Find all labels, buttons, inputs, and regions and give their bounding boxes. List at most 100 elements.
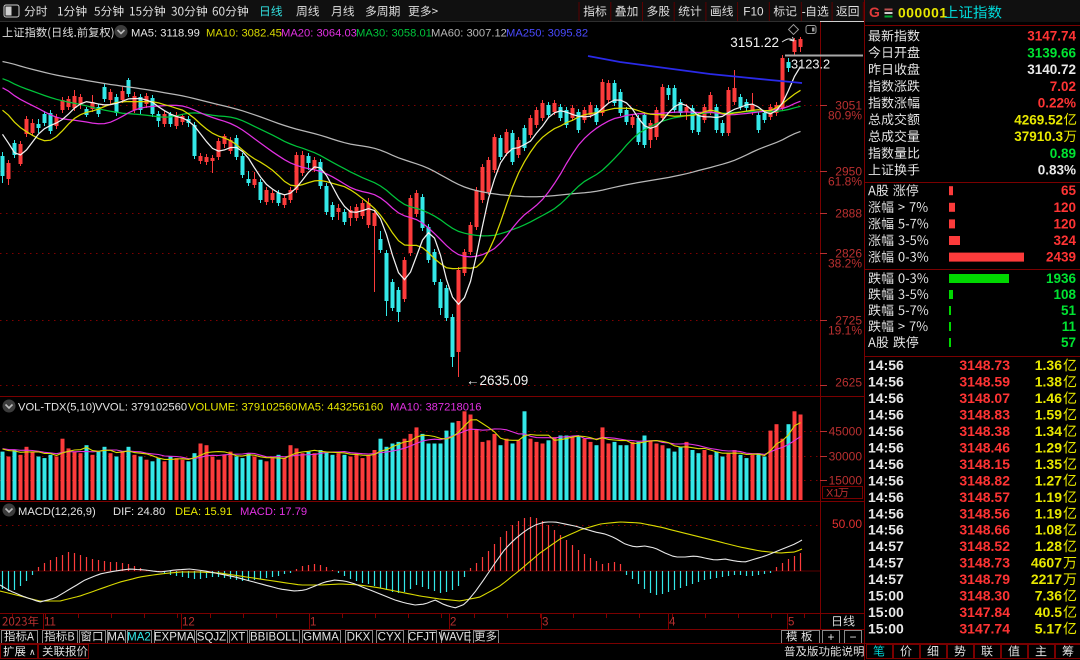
svg-text:2888: 2888 xyxy=(835,207,862,221)
svg-text:3: 3 xyxy=(542,617,548,629)
svg-text:30000: 30000 xyxy=(829,450,863,464)
svg-text:51: 51 xyxy=(1061,303,1077,318)
svg-text:12: 12 xyxy=(182,617,195,629)
svg-text:3148.82: 3148.82 xyxy=(959,472,1010,488)
svg-text:CYX: CYX xyxy=(378,632,402,644)
svg-text:F10: F10 xyxy=(743,5,764,19)
svg-text:1.59: 1.59 xyxy=(1035,407,1062,423)
svg-text:1.27: 1.27 xyxy=(1035,472,1062,488)
svg-text:120: 120 xyxy=(1053,216,1076,231)
svg-text:14:56: 14:56 xyxy=(868,374,904,390)
svg-text:G: G xyxy=(869,4,880,20)
svg-text:2826: 2826 xyxy=(835,247,862,261)
svg-text:14:56: 14:56 xyxy=(868,423,904,439)
svg-text:−: − xyxy=(849,630,856,644)
svg-text:3148.66: 3148.66 xyxy=(959,522,1010,538)
svg-text:14:56: 14:56 xyxy=(868,407,904,423)
svg-text:2725: 2725 xyxy=(835,314,862,328)
svg-text:3148.79: 3148.79 xyxy=(959,571,1010,587)
svg-text:11: 11 xyxy=(44,617,56,629)
svg-text:1.34: 1.34 xyxy=(1035,423,1062,439)
svg-text:000001: 000001 xyxy=(898,6,948,21)
svg-text:57: 57 xyxy=(1061,335,1076,350)
svg-text:3147.74: 3147.74 xyxy=(1027,29,1076,44)
svg-text:0.89: 0.89 xyxy=(1050,146,1076,161)
svg-text:4: 4 xyxy=(669,617,676,629)
svg-text:1.28: 1.28 xyxy=(1035,538,1062,554)
svg-text:MA30: 3058.01: MA30: 3058.01 xyxy=(356,28,432,40)
svg-text:3148.15: 3148.15 xyxy=(959,456,1010,472)
svg-text:VVOL: 379102560: VVOL: 379102560 xyxy=(95,402,187,414)
svg-text:EXPMA: EXPMA xyxy=(154,632,195,644)
svg-text:14:56: 14:56 xyxy=(868,472,904,488)
svg-text:MACD(12,26,9): MACD(12,26,9) xyxy=(18,506,96,518)
svg-text:3148.52: 3148.52 xyxy=(959,538,1010,554)
svg-text:2217: 2217 xyxy=(1031,571,1062,587)
svg-text:1.19: 1.19 xyxy=(1035,489,1062,505)
svg-text:MA20: 3064.03: MA20: 3064.03 xyxy=(281,28,357,40)
svg-text:7.36: 7.36 xyxy=(1035,588,1062,604)
svg-text:14:56: 14:56 xyxy=(868,522,904,538)
svg-text:1.35: 1.35 xyxy=(1035,456,1062,472)
svg-text:3051: 3051 xyxy=(835,99,862,113)
svg-text:19.1%: 19.1% xyxy=(828,324,862,338)
svg-text:BBIBOLL: BBIBOLL xyxy=(250,632,299,644)
svg-text:50.00: 50.00 xyxy=(832,517,862,531)
svg-text:1.36: 1.36 xyxy=(1035,357,1062,373)
svg-text:4269.52: 4269.52 xyxy=(1014,112,1063,127)
svg-text:14:56: 14:56 xyxy=(868,357,904,373)
svg-text:3123.2: 3123.2 xyxy=(791,57,830,72)
svg-text:3151.22: 3151.22 xyxy=(730,35,779,50)
svg-text:11: 11 xyxy=(1062,319,1077,334)
svg-text:3148.56: 3148.56 xyxy=(959,505,1010,521)
svg-text:3147.84: 3147.84 xyxy=(959,604,1010,620)
svg-text:3148.30: 3148.30 xyxy=(959,588,1010,604)
svg-text:CFJT: CFJT xyxy=(408,632,436,644)
svg-text:3148.73: 3148.73 xyxy=(959,357,1010,373)
svg-text:SQJZ: SQJZ xyxy=(197,632,226,644)
svg-text:1: 1 xyxy=(310,617,316,629)
svg-text:WAVE: WAVE xyxy=(439,632,472,644)
svg-text:5.17: 5.17 xyxy=(1035,620,1062,636)
svg-text:14:57: 14:57 xyxy=(868,538,904,554)
svg-text:1.38: 1.38 xyxy=(1035,374,1062,390)
svg-text:VOLUME: 379102560: VOLUME: 379102560 xyxy=(188,402,297,414)
svg-text:14:56: 14:56 xyxy=(868,489,904,505)
svg-text:3148.38: 3148.38 xyxy=(959,423,1010,439)
svg-text:2: 2 xyxy=(450,617,456,629)
svg-text:3140.72: 3140.72 xyxy=(1027,62,1076,77)
svg-text:3148.57: 3148.57 xyxy=(959,489,1010,505)
svg-text:14:56: 14:56 xyxy=(868,390,904,406)
svg-text:15:00: 15:00 xyxy=(868,620,904,636)
svg-text:3148.83: 3148.83 xyxy=(959,407,1010,423)
svg-text:45000: 45000 xyxy=(829,425,863,439)
svg-text:VOL-TDX(5,10): VOL-TDX(5,10) xyxy=(18,402,96,414)
svg-text:MA2: MA2 xyxy=(127,632,151,644)
svg-text:7.02: 7.02 xyxy=(1050,79,1076,94)
svg-text:1.29: 1.29 xyxy=(1035,439,1062,455)
svg-text:1.08: 1.08 xyxy=(1035,522,1062,538)
svg-text:2950: 2950 xyxy=(835,165,862,179)
svg-text:MA5: 443256160: MA5: 443256160 xyxy=(298,402,383,414)
svg-text:DKX: DKX xyxy=(347,632,371,644)
svg-text:0.83%: 0.83% xyxy=(1038,163,1076,178)
svg-text:DEA: 15.91: DEA: 15.91 xyxy=(175,506,232,518)
svg-text:3148.59: 3148.59 xyxy=(959,374,1010,390)
svg-text:3148.07: 3148.07 xyxy=(959,390,1010,406)
svg-text:108: 108 xyxy=(1053,287,1076,302)
svg-text:1.19: 1.19 xyxy=(1035,505,1062,521)
svg-text:DIF: 24.80: DIF: 24.80 xyxy=(113,506,165,518)
svg-text:MA250: 3095.82: MA250: 3095.82 xyxy=(506,28,588,40)
svg-text:0.22%: 0.22% xyxy=(1038,96,1076,111)
svg-text:XT: XT xyxy=(231,632,246,644)
svg-text:14:56: 14:56 xyxy=(868,439,904,455)
svg-text:14:56: 14:56 xyxy=(868,456,904,472)
svg-text:MA: MA xyxy=(107,632,125,644)
svg-text:65: 65 xyxy=(1061,183,1077,198)
svg-text:120: 120 xyxy=(1053,200,1076,215)
svg-text:3147.74: 3147.74 xyxy=(959,620,1010,636)
svg-text:MA60: 3007.12: MA60: 3007.12 xyxy=(431,28,507,40)
svg-text:3148.73: 3148.73 xyxy=(959,555,1010,571)
svg-text:38.2%: 38.2% xyxy=(828,257,862,271)
svg-text:∧: ∧ xyxy=(29,647,36,657)
